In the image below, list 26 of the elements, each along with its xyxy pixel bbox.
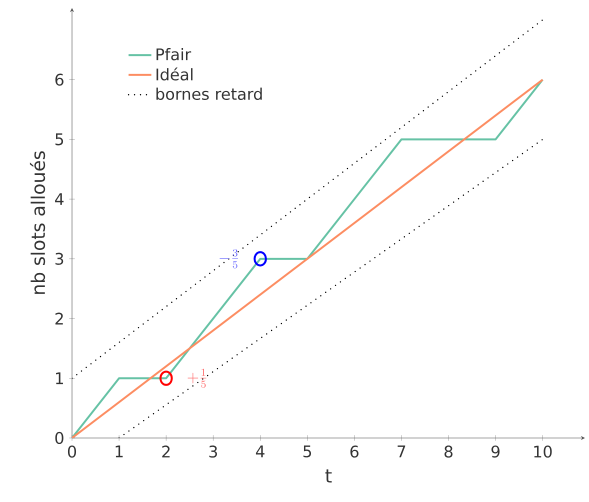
y-tick-label: 5 [56, 133, 64, 146]
x-axis-title: t [325, 469, 332, 482]
y-tick-label: 1 [56, 372, 63, 384]
x-tick-label: 1 [116, 446, 123, 458]
x-tick-label: 4 [256, 446, 264, 458]
legend-label: bornes retard [156, 88, 262, 100]
legend-label: Idéal [156, 67, 192, 81]
x-tick-label: 8 [444, 446, 453, 458]
y-tick-label: 0 [55, 432, 64, 444]
x-tick-label: 6 [350, 446, 358, 458]
y-tick-label: 3 [55, 252, 64, 265]
x-tick-label: 10 [534, 446, 552, 458]
x-tick-label: 0 [68, 446, 76, 458]
y-axis-title: nb slots alloués [30, 151, 46, 294]
y-tick-label: 6 [55, 74, 64, 86]
x-tick-label: 2 [162, 446, 170, 458]
x-tick-label: 3 [209, 446, 217, 458]
line-series [72, 78, 544, 438]
y-tick-label: 4 [55, 193, 64, 205]
legend-label: Pfair [156, 48, 192, 60]
annotation: $+\frac{1}{5}$ [188, 368, 206, 388]
x-tick-label: 9 [491, 446, 500, 458]
annotation: $-\frac{3}{5}$ [220, 249, 238, 268]
y-tick-label: 2 [55, 312, 63, 324]
x-tick-label: 7 [398, 446, 406, 458]
x-tick-label: 5 [303, 446, 312, 458]
